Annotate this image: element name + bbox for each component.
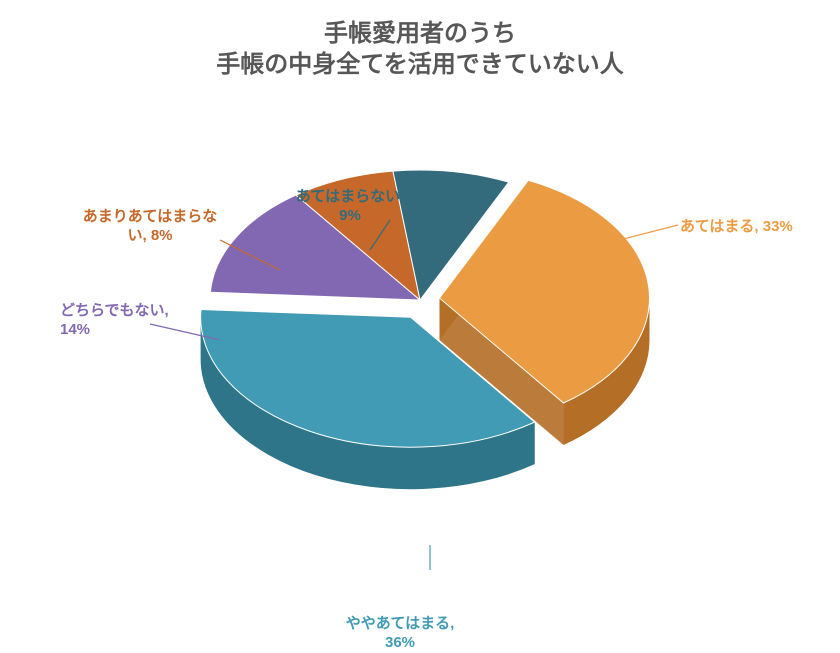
chart-title: 手帳愛用者のうち 手帳の中身全てを活用できていない人 [0,18,840,80]
slice-label: ややあてはまる,36% [346,615,455,653]
pie-chart: あてはまる, 33%ややあてはまる,36%どちらでもない,14%あまりあてはまら… [0,90,840,570]
slice-label: あてはまる, 33% [680,218,793,237]
title-line2: 手帳の中身全てを活用できていない人 [216,51,624,78]
slice-label: あまりあてはまらない, 8% [83,208,217,246]
slice-label: どちらでもない,14% [60,302,169,340]
title-line1: 手帳愛用者のうち [324,20,516,47]
slice-label: あてはまらない,9% [296,188,405,226]
